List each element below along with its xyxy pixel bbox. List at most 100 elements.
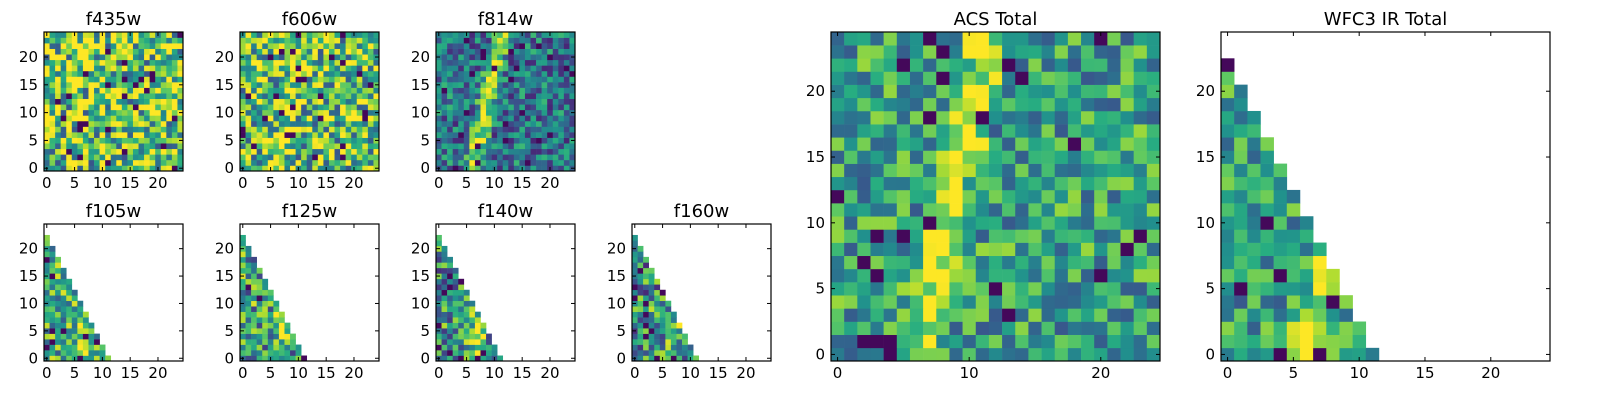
heatmap-cell <box>345 54 352 61</box>
heatmap-cell <box>1107 58 1121 72</box>
heatmap-cell <box>278 344 285 351</box>
heatmap-cell <box>301 43 308 49</box>
x-tick-label: 5 <box>1289 364 1299 382</box>
heatmap-cell <box>105 65 112 72</box>
heatmap-cell <box>267 350 274 356</box>
heatmap-cell <box>262 317 269 323</box>
heatmap-cell <box>558 115 565 122</box>
heatmap-cell <box>267 82 274 88</box>
heatmap-cell <box>857 268 871 283</box>
heatmap-cell <box>312 159 319 166</box>
heatmap-cell <box>1299 308 1314 322</box>
heatmap-cell <box>373 65 380 72</box>
heatmap-cell <box>328 93 335 100</box>
heatmap-cell <box>149 154 156 161</box>
heatmap-cell <box>149 48 156 55</box>
heatmap-cell <box>88 70 95 77</box>
heatmap-cell <box>1041 242 1056 257</box>
heatmap-cell <box>552 132 559 138</box>
heatmap-cell <box>138 126 145 133</box>
heatmap-cell <box>240 76 246 83</box>
heatmap-cell <box>49 109 56 116</box>
heatmap-cell <box>857 216 871 230</box>
heatmap-cell <box>155 143 162 150</box>
heatmap-cell <box>44 240 50 247</box>
heatmap-cell <box>1054 150 1069 164</box>
heatmap-cell <box>1260 150 1274 164</box>
heatmap-cell <box>334 165 341 172</box>
heatmap-cell <box>909 268 924 283</box>
heatmap-cell <box>491 344 498 351</box>
heatmap-cell <box>508 143 515 150</box>
heatmap-cell <box>138 98 145 105</box>
heatmap-cell <box>1133 321 1148 335</box>
heatmap-cell <box>99 43 106 49</box>
heatmap-cell <box>1015 71 1029 85</box>
heatmap-cell <box>452 48 459 55</box>
heatmap-cell <box>870 32 884 46</box>
heatmap-cell <box>49 87 56 94</box>
heatmap-cell <box>245 59 252 66</box>
heatmap-cell <box>1015 295 1029 309</box>
heatmap-cell <box>463 70 470 77</box>
heatmap-cell <box>245 87 252 94</box>
x-tick-label: 20 <box>540 364 559 382</box>
heatmap-cell <box>356 165 363 172</box>
heatmap-cell <box>648 339 655 345</box>
heatmap-cell <box>105 48 112 55</box>
heatmap-cell <box>949 295 963 309</box>
heatmap-cell <box>127 48 134 55</box>
y-tick-label: 20 <box>607 240 626 258</box>
heatmap-cell <box>447 148 453 155</box>
heatmap-cell <box>273 137 280 144</box>
heatmap-cell <box>524 98 531 105</box>
heatmap-cell <box>240 48 246 55</box>
heatmap-cell <box>334 148 341 155</box>
heatmap-cell <box>351 43 358 49</box>
heatmap-cell <box>166 143 173 150</box>
heatmap-cell <box>110 82 117 88</box>
heatmap-cell <box>452 126 459 133</box>
heatmap-cell <box>77 109 84 116</box>
heatmap-cell <box>356 70 363 77</box>
heatmap-cell <box>328 43 335 49</box>
heatmap-cell <box>240 262 246 269</box>
heatmap-cell <box>105 148 112 155</box>
heatmap-cell <box>290 104 296 111</box>
heatmap-cell <box>110 148 117 155</box>
heatmap-cell <box>1067 216 1082 230</box>
heatmap-cell <box>356 43 363 49</box>
heatmap-cell <box>665 328 672 334</box>
heatmap-cell <box>110 54 117 61</box>
heatmap-cell <box>936 110 950 125</box>
heatmap-cell <box>110 120 117 127</box>
heatmap-cell <box>441 82 448 88</box>
heatmap-cell <box>256 143 263 150</box>
heatmap-cell <box>256 70 263 77</box>
heatmap-cell <box>883 137 898 151</box>
heatmap-cell <box>44 267 50 274</box>
heatmap-cell <box>541 126 548 133</box>
heatmap-cell <box>654 350 661 356</box>
heatmap-cell <box>44 278 50 285</box>
heatmap-cell <box>1146 163 1161 178</box>
heatmap-cell <box>988 216 1003 230</box>
heatmap-cell <box>480 32 487 38</box>
heatmap-cell <box>962 255 977 270</box>
heatmap-cell <box>171 70 178 77</box>
y-tick-label: 5 <box>420 322 430 340</box>
heatmap-cell <box>301 109 308 116</box>
heatmap-cell <box>1015 334 1029 349</box>
heatmap-cell <box>362 143 369 150</box>
heatmap-cell <box>82 344 89 351</box>
heatmap-cell <box>110 98 117 105</box>
heatmap-cell <box>1221 137 1235 151</box>
heatmap-cell <box>245 120 252 127</box>
heatmap-cell <box>44 339 50 345</box>
heatmap-cell <box>447 278 453 285</box>
heatmap-cell <box>256 278 263 285</box>
heatmap-cell <box>870 295 884 309</box>
heatmap-cell <box>1133 45 1148 59</box>
heatmap-cell <box>1120 268 1134 283</box>
heatmap-cell <box>155 109 162 116</box>
